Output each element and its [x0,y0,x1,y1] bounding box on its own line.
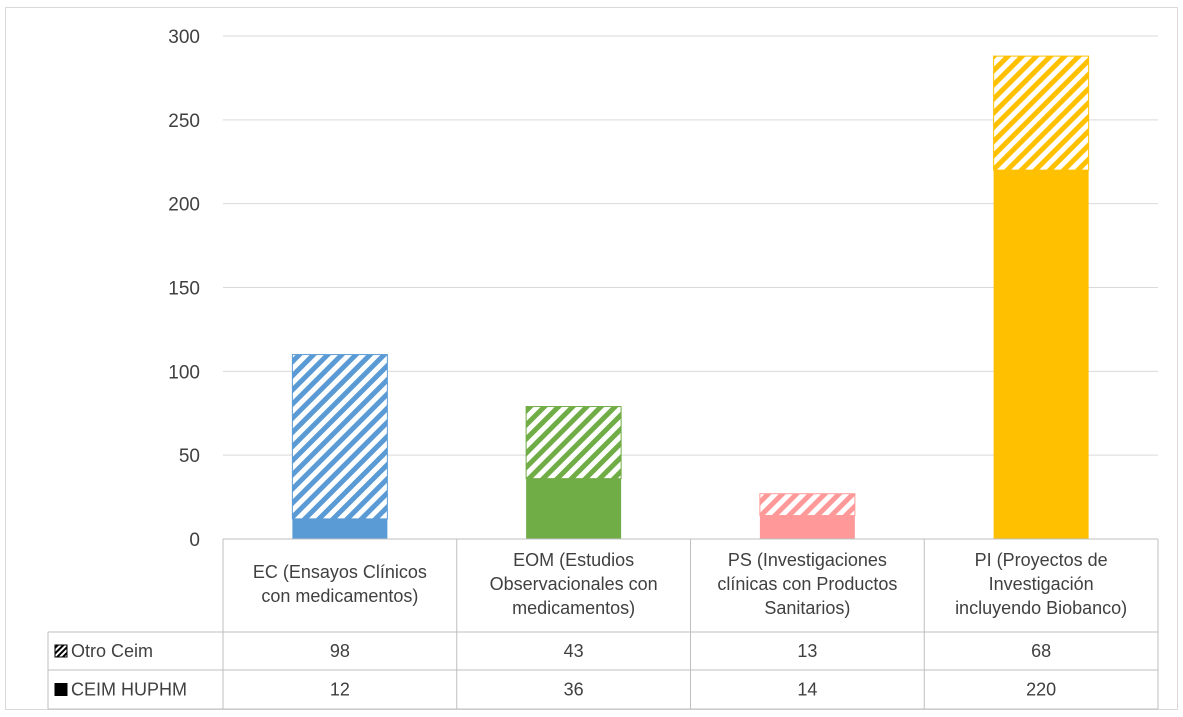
data-table-cell: 220 [1026,680,1056,700]
category-label: con medicamentos) [261,586,418,606]
bar-segment-ceim-huphm [526,478,622,539]
bar-segment-otro-ceim [291,354,388,520]
y-tick-label: 250 [168,111,200,132]
bar-segment-ceim-huphm [993,170,1089,539]
bar-segment-otro-ceim [759,493,856,517]
y-tick-label: 300 [168,27,200,48]
category-label: EOM (Estudios [513,550,634,570]
category-label: PI (Proyectos de [975,550,1108,570]
category-label: Sanitarios) [764,598,850,618]
category-label: clínicas con Productos [717,574,897,594]
category-label: PS (Investigaciones [728,550,887,570]
category-label: Observacionales con [490,574,658,594]
legend-swatch [54,683,68,696]
data-table-cell: 13 [797,641,817,661]
bar-segment-ceim-huphm [292,518,388,539]
data-table-cell: 43 [564,641,584,661]
bar-segment-ceim-huphm [759,515,855,539]
bar-segment-otro-ceim [525,406,622,480]
data-table-cell: 68 [1031,641,1051,661]
legend-label: CEIM HUPHM [71,680,187,700]
category-label: medicamentos) [512,598,635,618]
y-tick-label: 100 [168,362,200,383]
data-table-cell: 98 [330,641,350,661]
category-label: incluyendo Biobanco) [955,598,1127,618]
y-tick-label: 50 [179,446,200,467]
data-table-cell: 12 [330,680,350,700]
category-label: Investigación [989,574,1094,594]
y-tick-label: 150 [168,279,200,300]
legend-label: Otro Ceim [71,641,153,661]
legend-swatch [54,644,68,658]
y-tick-label: 200 [168,195,200,216]
y-tick-label: 0 [189,530,200,551]
data-table-cell: 14 [797,680,817,700]
data-table-cell: 36 [564,680,584,700]
category-label: EC (Ensayos Clínicos [253,562,427,582]
bar-segment-otro-ceim [993,55,1090,171]
